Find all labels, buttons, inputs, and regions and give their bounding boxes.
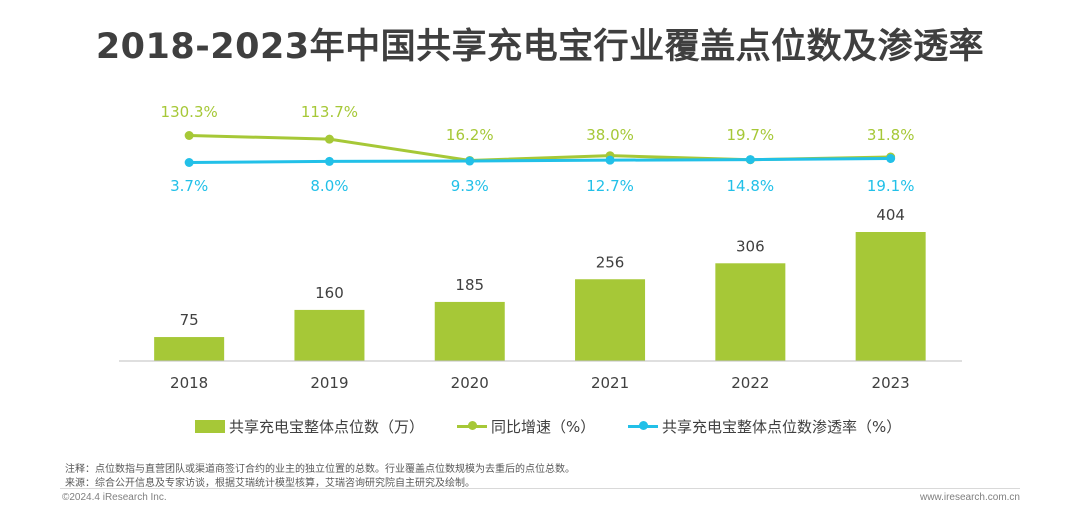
legend-label: 共享充电宝整体点位数渗透率（%） (662, 417, 902, 436)
legend-item-bar: 共享充电宝整体点位数（万） (195, 414, 424, 438)
combo-chart: 75 160 185 256 306 404 2018 2019 2020 2021 2022 20… (119, 103, 962, 392)
penetration-value-label: 8.0% (310, 177, 348, 195)
penetration-value-label: 12.7% (586, 177, 634, 195)
penetration-value-label: 14.8% (727, 177, 775, 195)
x-tick-label: 2020 (451, 374, 489, 392)
legend-penetration-swatch (628, 420, 658, 430)
legend-item-penetration: 共享充电宝整体点位数渗透率（%） (628, 414, 901, 438)
penetration-point (886, 154, 896, 163)
penetration-point (184, 158, 194, 167)
footer-note: 注释：点位数指与直营团队或渠道商签订合约的业主的独立位置的总数。行业覆盖点位数规… (65, 464, 575, 475)
x-tick-label: 2019 (310, 374, 348, 392)
penetration-line (189, 157, 891, 164)
bar-2021 (575, 279, 646, 361)
x-tick-label: 2022 (731, 374, 769, 392)
x-tick-label: 2021 (591, 374, 629, 392)
bar-2018 (154, 337, 225, 361)
growth-point (184, 131, 194, 140)
growth-value-label: 113.7% (301, 103, 358, 121)
bar-2020 (434, 301, 505, 361)
penetration-point (605, 155, 615, 165)
legend-label: 同比增速（%） (491, 417, 596, 436)
penetration-point (324, 156, 334, 166)
growth-value-label: 38.0% (586, 126, 634, 144)
bar-2023 (855, 232, 926, 361)
bar-2019 (294, 309, 365, 361)
legend-label: 共享充电宝整体点位数（万） (229, 417, 425, 436)
growth-point (324, 134, 334, 144)
legend-item-growth: 同比增速（%） (457, 414, 595, 438)
penetration-value-label: 19.1% (867, 177, 915, 195)
penetration-value-label: 3.7% (170, 177, 208, 195)
bar-value-label: 306 (736, 237, 765, 255)
bar-value-label: 185 (455, 276, 484, 294)
footer-website: www.iresearch.com.cn (919, 492, 1020, 503)
penetration-point (465, 156, 475, 166)
growth-value-label: 16.2% (446, 126, 494, 144)
growth-line (189, 134, 891, 162)
growth-value-label: 130.3% (161, 103, 218, 121)
x-tick-label: 2023 (872, 374, 910, 392)
x-tick-label: 2018 (170, 374, 208, 392)
bar-value-label: 256 (596, 253, 625, 271)
chart-legend: 共享充电宝整体点位数（万） 同比增速（%） 共享充电宝整体点位数渗透率（%） (0, 414, 1080, 438)
legend-growth-swatch (457, 420, 487, 430)
penetration-value-label: 9.3% (451, 177, 489, 195)
footer-source: 来源：综合公开信息及专家访谈，根据艾瑞统计模型核算，艾瑞咨询研究院自主研究及绘制… (65, 478, 475, 489)
legend-bar-swatch (195, 419, 225, 433)
bar-value-label: 404 (876, 206, 905, 224)
footer-copyright: ©2024.4 iResearch Inc. (62, 492, 167, 503)
growth-value-label: 31.8% (867, 126, 915, 144)
bar-value-label: 160 (315, 284, 344, 302)
bar-value-label: 75 (180, 311, 199, 329)
footer-divider (60, 488, 1020, 489)
penetration-point (745, 155, 755, 165)
chart-title: 2018-2023年中国共享充电宝行业覆盖点位数及渗透率 (95, 27, 985, 67)
growth-value-label: 19.7% (727, 126, 775, 144)
bar-2022 (715, 263, 786, 361)
